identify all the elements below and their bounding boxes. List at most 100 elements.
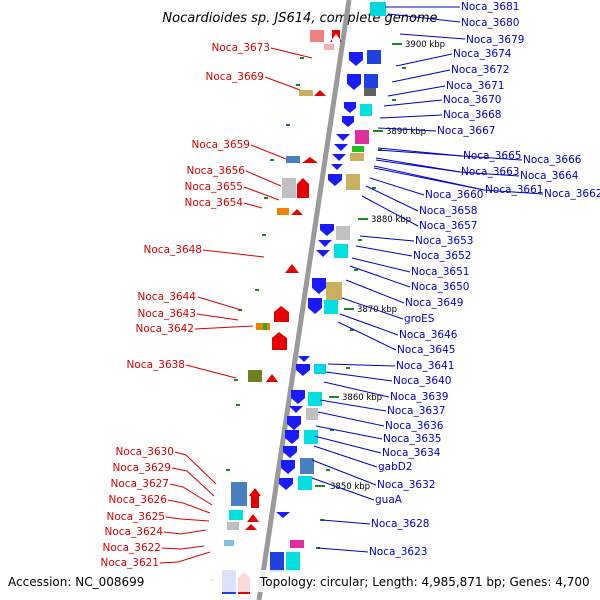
- gene-label: Noca_3670: [443, 94, 501, 106]
- gene-arrow: [344, 102, 356, 113]
- footer-background: [0, 570, 600, 592]
- gene-label: Noca_3629: [113, 462, 171, 474]
- gene-arrow: [312, 278, 326, 294]
- gene-label: Noca_3645: [397, 344, 455, 356]
- gene-label: Noca_3666: [523, 154, 582, 166]
- gene-label: Noca_3628: [371, 518, 429, 530]
- gene-arrow: [332, 154, 346, 161]
- gene-arrow: [320, 224, 334, 236]
- gene-arrow: [308, 298, 322, 314]
- gene-label: Noca_3623: [369, 546, 427, 558]
- gene-arrow: [266, 374, 278, 382]
- gene-arrow: [331, 164, 343, 170]
- gene-arrow: [298, 356, 310, 362]
- gene-label: Noca_3649: [405, 297, 463, 309]
- gene-box: [352, 146, 364, 152]
- gene-label: Noca_3663: [461, 166, 519, 178]
- gene-label: Noca_3671: [446, 80, 504, 92]
- gene-box: [350, 153, 364, 161]
- gene-label: Noca_3652: [413, 250, 471, 262]
- gene-label: Noca_3648: [144, 244, 202, 256]
- gene-label: Noca_3654: [185, 197, 244, 209]
- gene-box: [360, 104, 372, 116]
- gene-label: Noca_3681: [461, 1, 519, 13]
- gene-label: Noca_3659: [192, 139, 250, 151]
- gene-box: [306, 408, 318, 420]
- gene-label: Noca_3650: [411, 281, 469, 293]
- gene-box: [308, 392, 322, 406]
- gene-box: [300, 458, 314, 474]
- gene-label: Noca_3622: [103, 542, 161, 554]
- gene-arrow: [281, 460, 295, 474]
- gene-box: [224, 540, 234, 546]
- gene-box: [324, 44, 334, 50]
- gene-label: Noca_3621: [101, 557, 159, 569]
- gene-arrow: [336, 134, 350, 141]
- gene-box: [299, 90, 313, 96]
- gene-box: [310, 30, 324, 42]
- gene-box: [334, 244, 348, 258]
- gene-label: Noca_3625: [107, 511, 165, 523]
- gene-arrow: [272, 332, 287, 350]
- kbp-label: 3880 kbp: [371, 215, 411, 225]
- gene-label: gabD2: [378, 461, 413, 473]
- gene-label: Noca_3679: [466, 34, 524, 46]
- gene-box: [298, 476, 312, 490]
- gene-arrow: [279, 478, 293, 490]
- gene-arrow: [283, 446, 297, 458]
- gene-arrow: [276, 512, 290, 518]
- gene-arrow: [287, 416, 301, 430]
- left-leader-lines: [159, 47, 313, 564]
- gene-label: Noca_3661: [485, 184, 543, 196]
- gene-label: Noca_3638: [127, 359, 185, 371]
- gene-label: Noca_3680: [461, 17, 519, 29]
- gene-label: Noca_3662: [544, 188, 600, 200]
- map-title: Nocardioides sp. JS614, complete genome: [162, 11, 437, 26]
- gene-label: Noca_3632: [377, 479, 435, 491]
- gene-box: [367, 50, 381, 64]
- gene-arrow: [328, 174, 342, 186]
- gene-arrow: [314, 90, 326, 96]
- gene-label: Noca_3639: [390, 391, 448, 403]
- gene-box: [336, 226, 350, 240]
- gene-arrow: [291, 209, 303, 215]
- gene-arrow: [330, 30, 342, 42]
- gene-label: Noca_3624: [105, 526, 164, 538]
- gene-label: groES: [404, 313, 435, 325]
- gene-box: [314, 364, 326, 374]
- gene-label: Noca_3669: [206, 71, 264, 83]
- gene-arrow: [334, 144, 348, 151]
- gene-box: [286, 552, 300, 572]
- gene-label: Noca_3653: [415, 235, 473, 247]
- right-strand-features: [270, 2, 386, 572]
- gene-arrow: [342, 116, 354, 127]
- genome-summary-text: Topology: circular; Length: 4,985,871 bp…: [259, 575, 590, 589]
- gene-arrow: [285, 430, 299, 444]
- gene-label: Noca_3655: [185, 181, 243, 193]
- gene-label: Noca_3674: [453, 48, 512, 60]
- gene-label: Noca_3646: [399, 329, 458, 341]
- gene-label: Noca_3627: [111, 478, 169, 490]
- gene-box: [248, 370, 262, 382]
- right-leader-lines: [311, 6, 544, 553]
- gene-box: [286, 156, 300, 163]
- gene-label: Noca_3660: [425, 189, 483, 201]
- gene-label: Noca_3658: [419, 205, 477, 217]
- gene-label: Noca_3641: [396, 360, 454, 372]
- gene-label: Noca_3664: [520, 170, 579, 182]
- gene-label: Noca_3637: [387, 405, 445, 417]
- gene-box: [229, 510, 243, 520]
- gene-arrow: [302, 157, 318, 163]
- gene-box: [364, 88, 376, 96]
- accession-text: Accession: NC_008699: [8, 575, 144, 589]
- gene-arrow: [347, 74, 361, 90]
- gene-arrow: [291, 390, 305, 404]
- left-gene-labels: Noca_3673 Noca_3669 Noca_3659 Noca_3656 …: [101, 42, 270, 569]
- gene-box: [290, 540, 304, 548]
- gene-arrow: [274, 306, 289, 322]
- gene-box: [231, 482, 247, 506]
- gene-label: Noca_3665: [463, 150, 521, 162]
- gene-box: [304, 430, 318, 444]
- gene-label: Noca_3636: [385, 420, 444, 432]
